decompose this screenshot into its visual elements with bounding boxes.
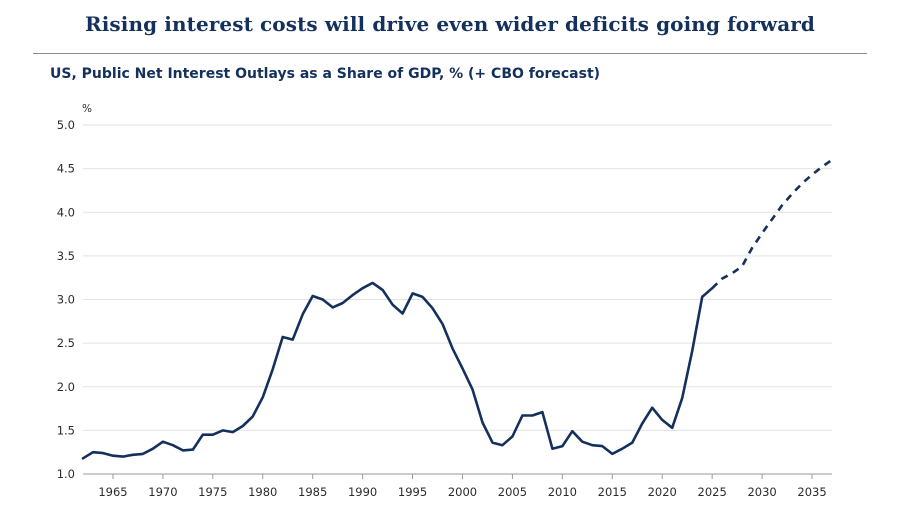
y-tick-label: 5.0 [57,118,75,132]
x-tick-label: 2015 [598,485,627,499]
series-line-actual [81,281,714,460]
x-tick-label: 2010 [548,485,577,499]
y-tick-label: 2.0 [57,380,75,394]
series-line-forecast [711,158,833,290]
title-divider [33,53,867,54]
y-tick-label: 2.5 [57,336,75,350]
series-lines [81,158,833,460]
x-tick-label: 1970 [148,485,177,499]
x-tick-label: 1990 [348,485,377,499]
x-tick-label: 2020 [648,485,677,499]
x-axis: 1965 1970 1975 1980 1985 1990 1995 2000 2005 2010… [83,473,832,499]
x-tick-label: 1975 [198,485,227,499]
y-tick-label: 1.5 [57,423,75,437]
x-tick-label: 1980 [248,485,277,499]
y-tick-label: 3.5 [57,249,75,263]
chart-subtitle: US, Public Net Interest Outlays as a Sha… [50,66,601,82]
x-tick-label: 2030 [747,485,776,499]
gridlines [83,124,832,475]
y-tick-label: 4.0 [57,205,75,219]
y-axis-ticks: 1.0 1.5 2.0 2.5 3.0 3.5 4.0 4.5 5.0 [57,118,75,481]
x-tick-label: 1995 [398,485,427,499]
x-tick-label: 2000 [448,485,477,499]
x-tick-label: 1985 [298,485,327,499]
x-tick-label: 2035 [797,485,826,499]
y-tick-label: 3.0 [57,293,75,307]
chart-main-title: Rising interest costs will drive even wi… [85,12,815,36]
y-tick-label: 1.0 [57,467,75,481]
y-tick-label: 4.5 [57,162,75,176]
x-tick-label: 2025 [698,485,727,499]
x-tick-label: 1965 [98,485,127,499]
y-axis-unit-label: % [82,103,92,115]
x-tick-label: 2005 [498,485,527,499]
